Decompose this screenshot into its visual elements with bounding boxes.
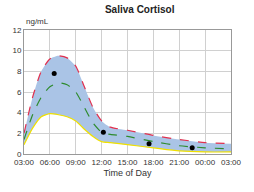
svg-text:06:00: 06:00 [40, 158, 61, 167]
svg-text:00:00: 00:00 [195, 158, 216, 167]
svg-text:Time of Day: Time of Day [103, 168, 152, 178]
svg-text:09:00: 09:00 [66, 158, 87, 167]
svg-text:4: 4 [17, 108, 22, 117]
svg-text:0: 0 [17, 150, 22, 159]
svg-text:6: 6 [17, 88, 22, 97]
svg-text:21:00: 21:00 [169, 158, 190, 167]
svg-text:8: 8 [17, 67, 22, 76]
svg-text:03:00: 03:00 [14, 158, 35, 167]
svg-text:12:00: 12:00 [92, 158, 113, 167]
svg-text:10: 10 [12, 46, 21, 55]
svg-text:12: 12 [12, 26, 21, 35]
svg-text:18:00: 18:00 [143, 158, 164, 167]
svg-text:15:00: 15:00 [117, 158, 138, 167]
svg-text:03:00: 03:00 [221, 158, 242, 167]
svg-text:Saliva Cortisol: Saliva Cortisol [105, 4, 175, 15]
svg-text:2: 2 [17, 129, 22, 138]
svg-text:ng/mL: ng/mL [26, 17, 49, 26]
